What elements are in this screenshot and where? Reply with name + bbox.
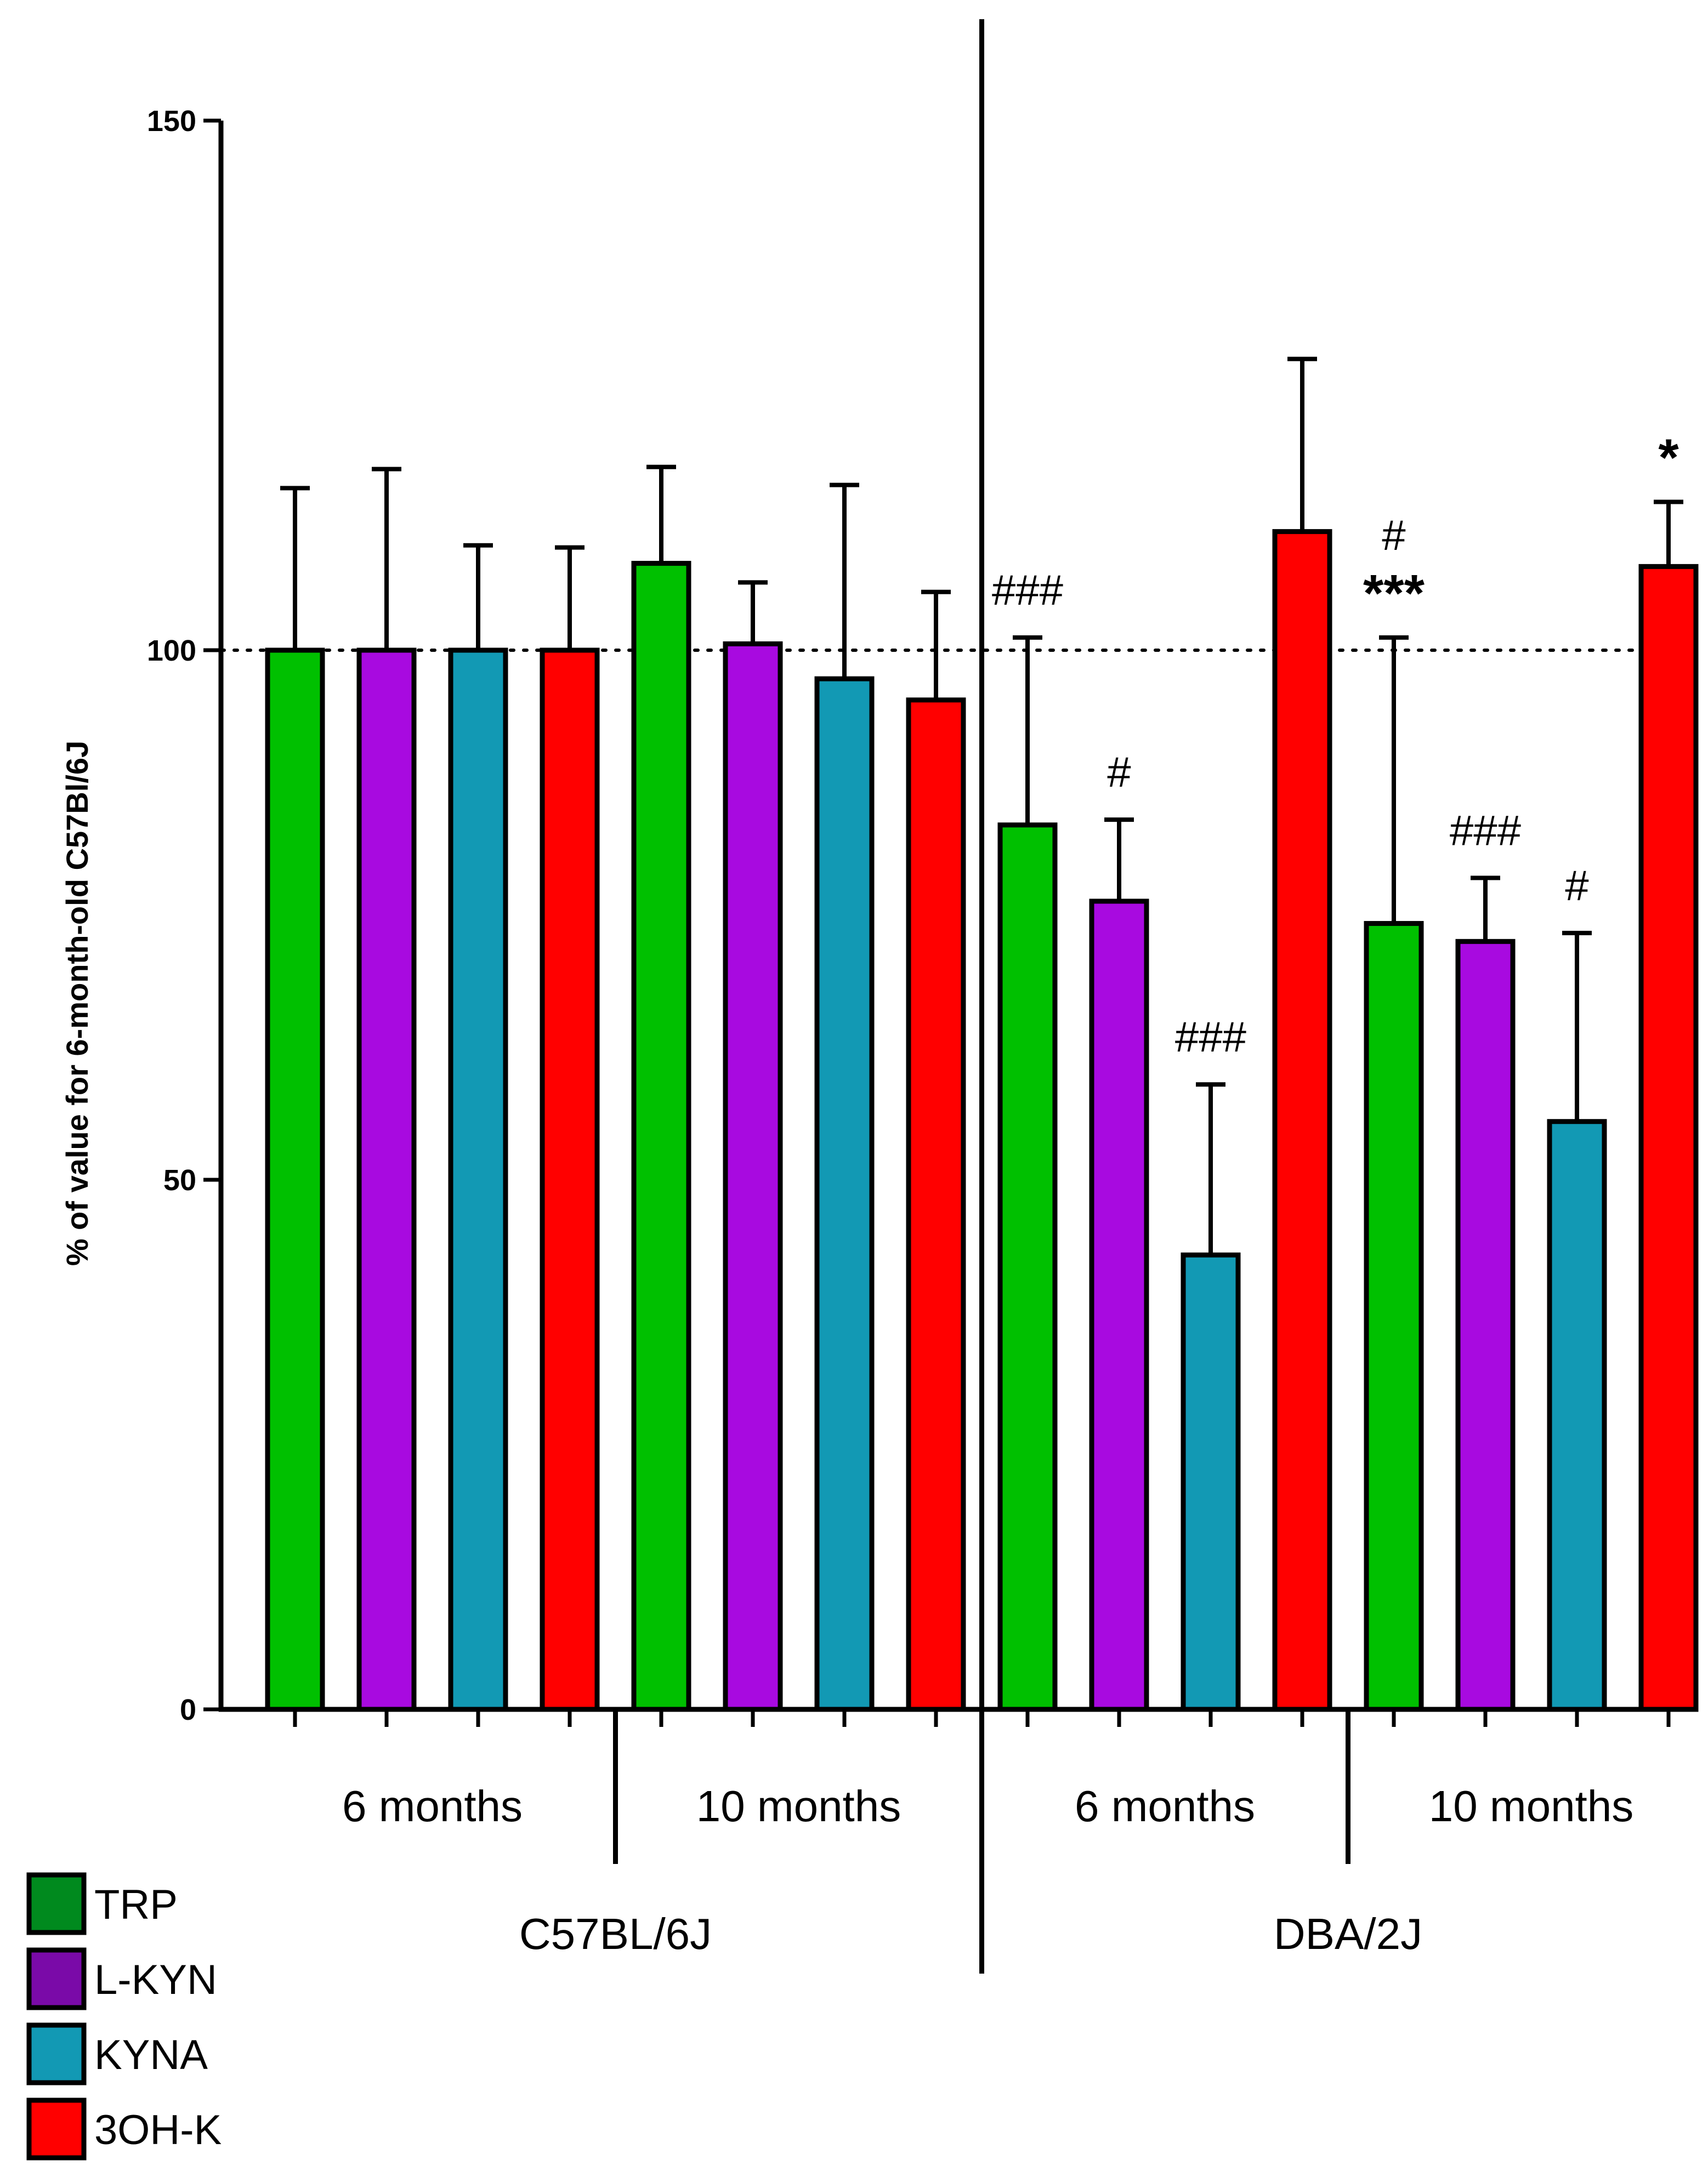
significance-annotation: # bbox=[1107, 748, 1131, 796]
bar-kyna bbox=[814, 676, 875, 1712]
bar-3oh-k bbox=[540, 647, 600, 1712]
bar-trp bbox=[997, 822, 1058, 1712]
bars bbox=[265, 356, 1699, 1712]
age-label: 10 months bbox=[696, 1782, 901, 1831]
significance-annotation: ### bbox=[992, 566, 1063, 614]
legend: TRP L-KYN KYNA 3OH-K bbox=[26, 1872, 222, 2161]
y-tick-label: 0 bbox=[180, 1693, 196, 1726]
legend-swatch-3oh-k bbox=[26, 2098, 87, 2161]
y-tick-label: 100 bbox=[147, 634, 196, 667]
bar-trp bbox=[265, 647, 325, 1712]
age-label: 10 months bbox=[1429, 1782, 1634, 1831]
bar-3oh-k bbox=[1638, 564, 1699, 1712]
axes bbox=[203, 19, 1692, 1974]
bar-3oh-k bbox=[1272, 529, 1332, 1712]
strain-label: C57BL/6J bbox=[519, 1909, 712, 1958]
strain-label: DBA/2J bbox=[1274, 1909, 1422, 1958]
bar-l-kyn bbox=[1089, 899, 1149, 1712]
bar-kyna bbox=[1547, 1119, 1607, 1712]
y-tick-label: 50 bbox=[163, 1164, 196, 1197]
bar-l-kyn bbox=[1455, 939, 1516, 1712]
y-axis-label: % of value for 6-month-old C57Bl/6J bbox=[60, 741, 94, 1266]
significance-annotation: * bbox=[1658, 429, 1679, 487]
legend-swatch-kyna bbox=[26, 2022, 87, 2085]
legend-label: TRP bbox=[94, 1882, 178, 1928]
legend-swatch-trp bbox=[26, 1872, 87, 1935]
legend-label: L-KYN bbox=[94, 1957, 217, 2003]
legend-label: KYNA bbox=[94, 2032, 208, 2078]
bar-3oh-k bbox=[906, 697, 966, 1712]
significance-annotation: ### bbox=[1450, 806, 1521, 854]
legend-swatch-l-kyn bbox=[26, 1947, 87, 2010]
bar-l-kyn bbox=[356, 647, 417, 1712]
age-label: 6 months bbox=[1075, 1782, 1255, 1831]
y-tick-label: 150 bbox=[147, 105, 196, 138]
bar-trp bbox=[631, 561, 691, 1712]
significance-annotation: ### bbox=[1175, 1013, 1246, 1061]
significance-annotation: *** bbox=[1363, 564, 1425, 623]
bar-kyna bbox=[1181, 1252, 1241, 1712]
legend-label: 3OH-K bbox=[94, 2107, 222, 2153]
age-label: 6 months bbox=[342, 1782, 523, 1831]
bar-kyna bbox=[448, 647, 508, 1712]
bar-trp bbox=[1364, 920, 1424, 1712]
bar-l-kyn bbox=[723, 641, 783, 1712]
significance-annotation: # bbox=[1565, 861, 1588, 910]
significance-annotation: # bbox=[1382, 511, 1405, 559]
